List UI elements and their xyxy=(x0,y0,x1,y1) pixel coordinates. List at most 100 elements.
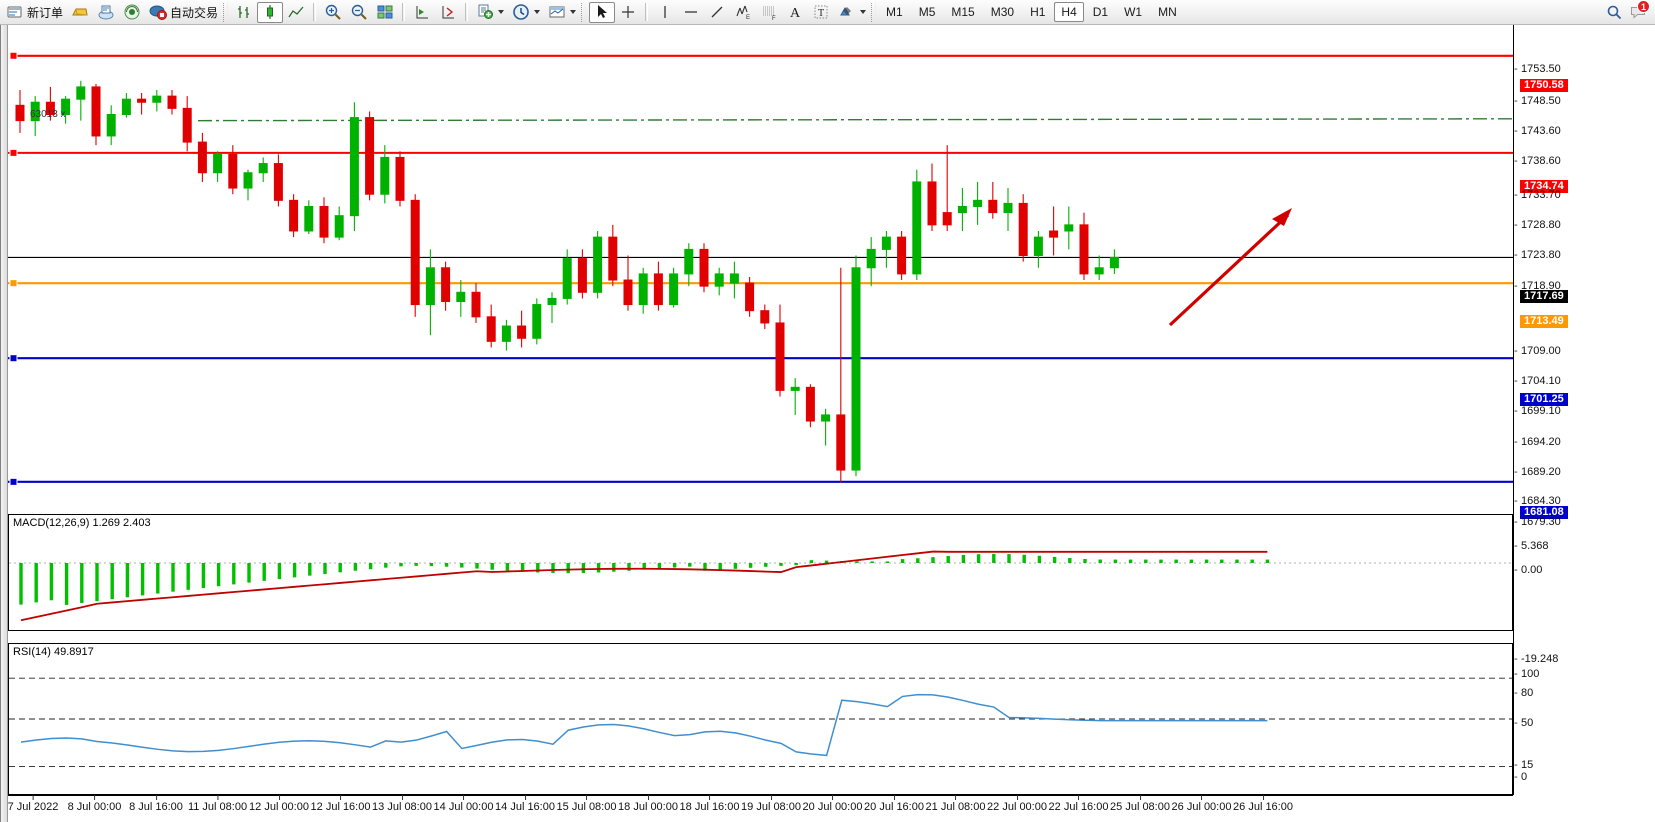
shapes-icon xyxy=(838,3,856,21)
chevron-down-icon-2[interactable] xyxy=(534,10,541,14)
terminal-window-button[interactable] xyxy=(93,2,119,23)
timeframe-w1[interactable]: W1 xyxy=(1124,5,1143,19)
level-handle[interactable] xyxy=(9,51,18,60)
toolbar-grip-3[interactable] xyxy=(871,2,877,22)
crosshair-button[interactable] xyxy=(615,2,641,23)
templates-button[interactable] xyxy=(544,2,580,23)
new-order-button[interactable]: 新订单 xyxy=(2,2,67,23)
timeframe-m15[interactable]: M15 xyxy=(951,5,975,19)
price-tick: -1709.00 xyxy=(1514,345,1561,357)
toolbar-grip[interactable] xyxy=(223,2,229,22)
tick-mark: - xyxy=(1514,95,1518,107)
macd-pane[interactable]: MACD(12,26,9) 1.269 2.403 xyxy=(8,514,1513,631)
macd-scale-tick: - -19.248 xyxy=(1514,653,1559,665)
rsi-chart-canvas[interactable] xyxy=(9,644,1512,794)
candle-body xyxy=(1033,236,1043,257)
new-order-icon xyxy=(6,3,24,21)
shapes-button[interactable] xyxy=(834,2,870,23)
signals-button[interactable] xyxy=(119,2,145,23)
gold-bar-button[interactable] xyxy=(67,2,93,23)
chevron-down-icon-3[interactable] xyxy=(570,10,577,14)
auto-trading-button[interactable]: 自动交易 xyxy=(145,2,222,23)
level-handle[interactable] xyxy=(9,477,18,486)
timeframe-h1[interactable]: H1 xyxy=(1030,5,1046,19)
trendline-button[interactable] xyxy=(704,2,730,23)
candlestick-chart-button[interactable] xyxy=(257,1,284,23)
indicators-button[interactable] xyxy=(472,2,508,23)
candle-body xyxy=(395,156,405,201)
candle-body xyxy=(1109,256,1119,269)
trend-arrow-head[interactable] xyxy=(1272,208,1292,226)
candle-body xyxy=(1094,267,1104,275)
trend-arrow-shaft[interactable] xyxy=(1168,213,1290,327)
tick-mark: - xyxy=(1514,189,1518,201)
time-tick-mark xyxy=(155,795,157,800)
toolbar-grip-2[interactable] xyxy=(581,2,587,22)
chevron-down-icon[interactable] xyxy=(498,10,505,14)
line-chart-button[interactable] xyxy=(283,2,309,23)
text-button[interactable]: A xyxy=(782,2,808,23)
candle-body xyxy=(61,98,71,116)
chart-window: XAUUSD-,H4 1717.98 1719.96 1717.35 1717.… xyxy=(0,25,1655,822)
tile-windows-button[interactable] xyxy=(372,2,398,23)
macd-scale-value: -19.248 xyxy=(1521,653,1559,665)
price-tick: -1733.70 xyxy=(1514,189,1561,201)
price-level-support[interactable]: 1681.08 xyxy=(1514,506,1568,519)
auto-trading-label: 自动交易 xyxy=(170,5,219,20)
macd-chart-canvas[interactable] xyxy=(9,515,1512,630)
elliott-wave-button[interactable]: E xyxy=(730,2,756,23)
price-value: 1733.70 xyxy=(1521,189,1561,201)
zoom-in-button[interactable] xyxy=(320,2,346,23)
price-scale[interactable]: -1753.50 1750.58-1748.50-1743.60-1738.60 1… xyxy=(1513,25,1655,795)
bar-chart-button[interactable] xyxy=(231,2,257,23)
price-level-resistance[interactable]: 1750.58 xyxy=(1514,79,1568,92)
price-value: 1699.10 xyxy=(1521,405,1561,417)
auto-trading-icon xyxy=(149,3,168,21)
period-clock-button[interactable] xyxy=(508,2,544,23)
chevron-down-icon-4[interactable] xyxy=(860,10,867,14)
price-value: 1681.08 xyxy=(1520,506,1568,519)
price-level-support[interactable]: 1701.25 xyxy=(1514,393,1568,406)
auto-scroll-button[interactable] xyxy=(435,2,461,23)
zoom-out-button[interactable] xyxy=(346,2,372,23)
timeframe-m1[interactable]: M1 xyxy=(886,5,903,19)
tick-mark: - xyxy=(1514,516,1518,528)
price-level-resistance[interactable]: 1734.74 xyxy=(1514,180,1568,193)
price-chart-canvas[interactable] xyxy=(8,25,1513,513)
alerts-icon[interactable]: 1 xyxy=(1629,0,1650,21)
timeframe-d1[interactable]: D1 xyxy=(1092,5,1109,19)
candle-body xyxy=(653,273,663,306)
timeframe-h4[interactable]: H4 xyxy=(1054,2,1084,22)
toolbar-separator-4 xyxy=(645,3,649,21)
text-label-button[interactable]: T xyxy=(808,2,834,23)
candle-body xyxy=(1079,224,1089,275)
price-level-pivot[interactable]: 1713.49 xyxy=(1514,315,1568,328)
timeframe-mn[interactable]: MN xyxy=(1158,5,1177,19)
timeframe-m30[interactable]: M30 xyxy=(990,5,1015,19)
cursor-button[interactable] xyxy=(589,1,616,23)
candle-body xyxy=(289,199,299,232)
candle-body xyxy=(349,117,359,217)
price-value: 1689.20 xyxy=(1521,466,1561,478)
line-chart-icon xyxy=(287,3,305,21)
rsi-pane[interactable]: RSI(14) 49.8917 xyxy=(8,643,1513,795)
price-pane[interactable]: 63013 x xyxy=(8,25,1513,513)
search-icon[interactable] xyxy=(1605,3,1623,21)
candle-body xyxy=(881,236,891,250)
candle-body xyxy=(577,258,587,293)
chart-shift-button[interactable] xyxy=(409,2,435,23)
level-handle[interactable] xyxy=(9,279,18,288)
vertical-line-button[interactable] xyxy=(652,2,678,23)
candle-body xyxy=(760,310,770,324)
fibonacci-button[interactable]: F xyxy=(756,2,782,23)
time-scale[interactable]: 7 Jul 2022 8 Jul 00:00 8 Jul 16:00 11 Jul 0… xyxy=(8,795,1513,822)
horizontal-line-icon xyxy=(682,3,700,21)
price-value: 1738.60 xyxy=(1521,155,1561,167)
level-handle[interactable] xyxy=(9,354,18,363)
level-handle[interactable] xyxy=(9,148,18,157)
tick-mark: - xyxy=(1514,280,1518,292)
price-value: 1734.74 xyxy=(1520,180,1568,193)
price-level-current[interactable]: 1717.69 xyxy=(1514,290,1568,303)
timeframe-m5[interactable]: M5 xyxy=(918,5,936,19)
horizontal-line-button[interactable] xyxy=(678,2,704,23)
